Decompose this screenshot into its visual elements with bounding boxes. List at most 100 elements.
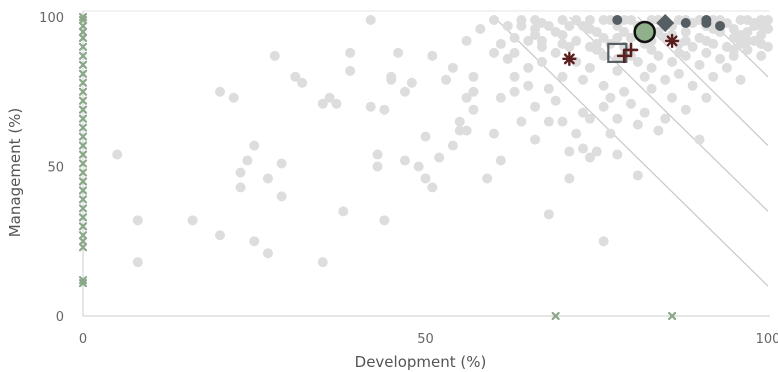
data-point-x-marker — [78, 12, 88, 22]
data-point — [276, 158, 287, 169]
data-point — [290, 71, 301, 82]
data-point — [715, 20, 726, 31]
data-point — [639, 107, 650, 118]
data-point — [550, 47, 561, 58]
data-point — [454, 116, 465, 127]
data-point-x-marker — [78, 159, 88, 168]
square-point — [607, 42, 628, 63]
data-point — [372, 161, 383, 172]
data-point-x-marker — [78, 33, 88, 43]
data-point — [543, 20, 554, 31]
data-point — [735, 74, 746, 85]
data-point — [235, 167, 246, 178]
x-axis-label: Development (%) — [355, 353, 487, 371]
data-point — [249, 236, 260, 247]
data-point — [612, 113, 623, 124]
data-point — [756, 29, 767, 40]
y-axis-label: Management (%) — [6, 108, 24, 238]
data-point — [694, 59, 705, 70]
data-point — [632, 170, 643, 181]
data-point — [228, 92, 239, 103]
data-point — [543, 116, 554, 127]
cross-point — [623, 42, 639, 58]
data-point — [516, 116, 527, 127]
data-point — [742, 35, 753, 46]
data-point — [571, 14, 582, 25]
data-point — [317, 257, 328, 268]
data-point — [509, 86, 520, 97]
data-point — [701, 92, 712, 103]
data-point — [673, 68, 684, 79]
data-point — [386, 71, 397, 82]
data-point — [598, 101, 609, 112]
diagonal-line — [637, 16, 769, 146]
data-point — [413, 161, 424, 172]
data-point-x-marker — [667, 311, 677, 321]
data-point — [399, 155, 410, 166]
cross-point — [616, 48, 632, 64]
data-point — [447, 140, 458, 151]
data-point — [605, 92, 616, 103]
data-point — [584, 14, 595, 25]
data-point — [523, 35, 534, 46]
data-point — [372, 149, 383, 160]
data-point — [605, 14, 616, 25]
y-tick-labels: 0 50 100 — [39, 11, 64, 325]
data-point — [708, 71, 719, 82]
data-point — [578, 74, 589, 85]
data-point — [536, 56, 547, 67]
data-point — [482, 173, 493, 184]
data-point — [461, 92, 472, 103]
data-point — [612, 149, 623, 160]
data-point — [701, 47, 712, 58]
data-point — [427, 50, 438, 61]
data-point — [187, 215, 198, 226]
data-point — [468, 104, 479, 115]
data-point — [317, 98, 328, 109]
data-point — [605, 128, 616, 139]
x-tick-label: 0 — [79, 332, 87, 347]
data-point — [530, 134, 541, 145]
data-point-x-marker — [78, 87, 88, 96]
data-point — [338, 206, 349, 217]
data-point-x-marker — [78, 105, 88, 114]
data-point-x-marker — [78, 204, 88, 213]
y-tick-label: 50 — [47, 161, 64, 176]
data-point — [249, 140, 260, 151]
data-point — [728, 23, 739, 34]
data-point — [564, 20, 575, 31]
data-point — [756, 38, 767, 49]
data-point — [742, 44, 753, 55]
data-point — [489, 128, 499, 139]
data-point — [687, 41, 698, 52]
data-point — [475, 23, 486, 34]
data-point — [660, 113, 671, 124]
data-point-x-marker — [78, 243, 88, 252]
data-point — [735, 14, 746, 25]
data-point — [584, 152, 595, 163]
data-point — [735, 29, 746, 40]
data-point — [584, 113, 595, 124]
data-point — [756, 20, 767, 31]
data-point — [468, 71, 479, 82]
diagonal-line — [568, 16, 769, 212]
data-point — [550, 95, 561, 106]
data-point — [112, 149, 123, 160]
data-point — [502, 20, 513, 31]
data-point — [393, 47, 404, 58]
data-point-x-marker — [78, 168, 88, 177]
y-tick-label: 0 — [56, 310, 64, 325]
data-point — [399, 86, 410, 97]
data-point — [578, 107, 589, 118]
data-point — [728, 44, 739, 55]
data-point — [530, 101, 541, 112]
data-point — [509, 32, 520, 43]
data-point — [132, 215, 143, 226]
data-point — [434, 152, 445, 163]
data-point-x-marker — [78, 21, 88, 31]
data-point-x-marker — [78, 231, 88, 240]
data-point — [132, 257, 143, 268]
data-point — [626, 98, 636, 109]
data-point — [687, 80, 698, 91]
